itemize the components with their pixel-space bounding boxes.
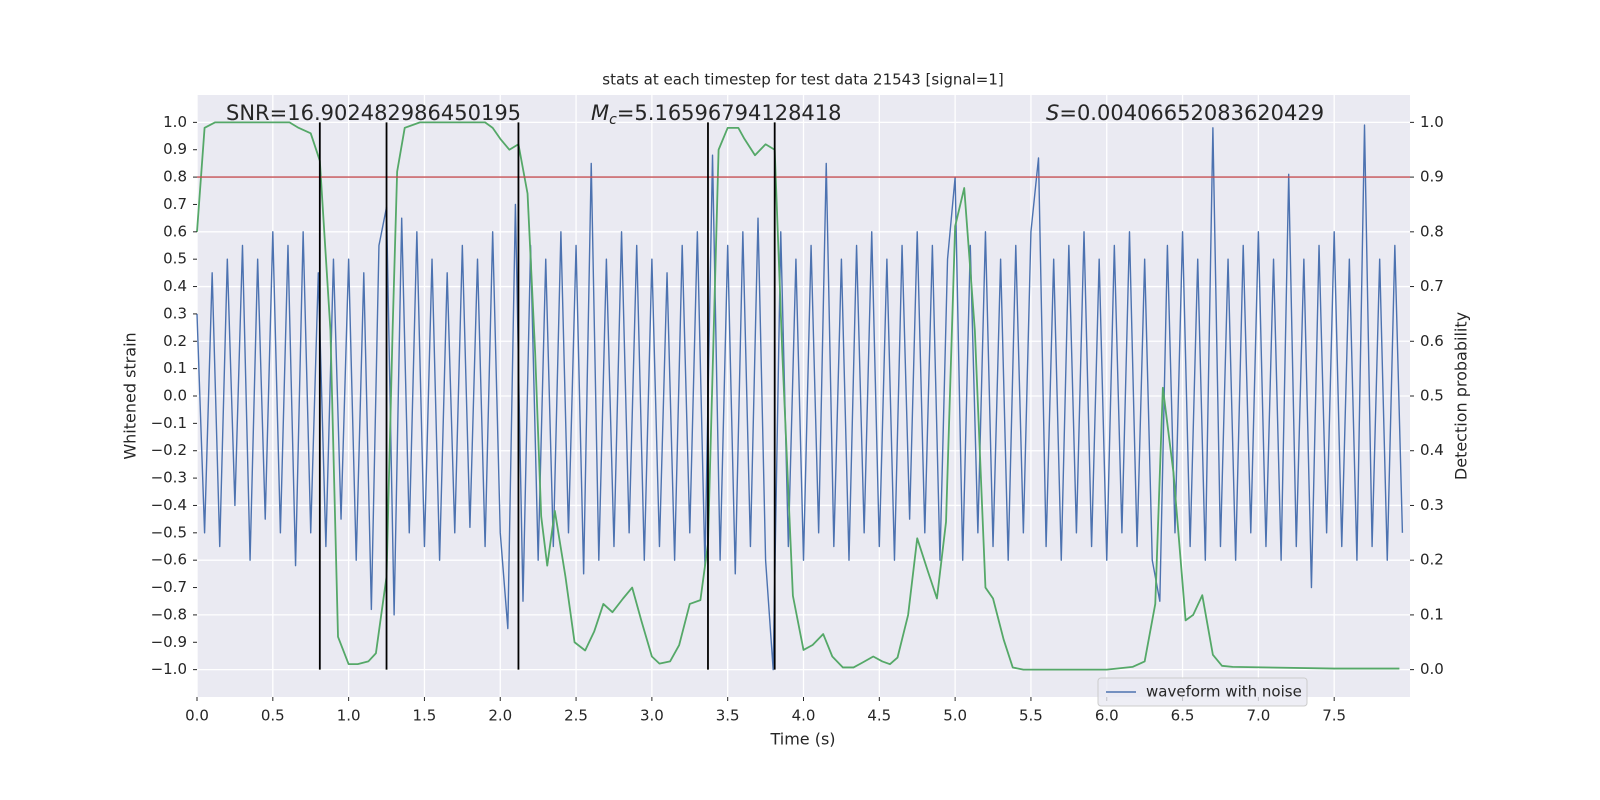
y-tick-label: −0.8 [151,605,187,623]
y2-tick-label: 0.4 [1420,441,1444,459]
y-tick-label: −1.0 [151,660,187,678]
x-tick-label: 4.0 [792,707,816,725]
y-tick-label: −0.4 [151,496,187,514]
y2-tick-label: 0.9 [1420,168,1444,186]
x-tick-label: 6.0 [1095,707,1119,725]
y2-axis-label: Detection probability [1452,312,1471,480]
y-tick-label: 0.0 [163,387,187,405]
y-tick-label: 0.1 [163,359,187,377]
x-axis-label: Time (s) [769,730,835,749]
x-tick-label: 2.0 [488,707,512,725]
y-tick-label: 0.2 [163,332,187,350]
y-tick-label: −0.3 [151,469,187,487]
y2-tick-label: 0.6 [1420,332,1444,350]
x-tick-label: 7.5 [1322,707,1346,725]
annotation-text: =5.16596794128418 [617,101,842,125]
y-tick-label: 0.9 [163,140,187,158]
x-tick-label: 6.5 [1171,707,1195,725]
y2-tick-label: 0.8 [1420,222,1444,240]
y-tick-label: 0.8 [163,168,187,186]
y2-tick-label: 0.2 [1420,551,1444,569]
annotation-symbol: S [1046,101,1059,125]
y2-tick-label: 1.0 [1420,113,1444,131]
x-tick-label: 7.0 [1246,707,1270,725]
x-tick-label: 0.5 [261,707,285,725]
y-tick-label: −0.1 [151,414,187,432]
annotation-text: SNR=16.902482986450195 [226,101,521,125]
y-tick-label: −0.2 [151,441,187,459]
y2-tick-label: 0.7 [1420,277,1444,295]
y-tick-label: 0.3 [163,304,187,322]
waveform-line [196,124,1404,671]
y2-tick-label: 0.1 [1420,605,1444,623]
y-tick-label: 0.6 [163,222,187,240]
x-tick-label: 3.5 [716,707,740,725]
y-tick-label: 0.4 [163,277,187,295]
y2-tick-label: 0.3 [1420,496,1444,514]
x-tick-label: 1.0 [337,707,361,725]
x-tick-label: 0.0 [185,707,209,725]
annotation-symbol: M [591,101,609,125]
y-tick-label: −0.6 [151,551,187,569]
legend-box [1097,677,1308,707]
annotation: S=0.00406652083620429 [1046,101,1324,125]
y2-tick-label: 0.5 [1420,387,1444,405]
legend-label: waveform with noise [1146,683,1302,701]
y-axis-label: Whitened strain [121,332,140,459]
annotation: SNR=16.902482986450195 [226,101,521,125]
y-tick-label: 1.0 [163,113,187,131]
x-tick-label: 1.5 [413,707,437,725]
y-tick-label: 0.5 [163,250,187,268]
x-tick-label: 4.5 [867,707,891,725]
x-tick-label: 3.0 [640,707,664,725]
annotation-subscript: c [609,112,617,128]
y2-tick-label: 0.0 [1420,660,1444,678]
y-tick-label: −0.7 [151,578,187,596]
x-tick-label: 5.5 [1019,707,1043,725]
y-tick-label: −0.5 [151,523,187,541]
y-tick-label: 0.7 [163,195,187,213]
chart-title: stats at each timestep for test data 215… [602,71,1003,89]
x-tick-label: 2.5 [564,707,588,725]
annotation: Mc=5.16596794128418 [591,101,842,128]
y-tick-label: −0.9 [151,633,187,651]
x-tick-label: 5.0 [943,707,967,725]
probability-line [196,121,1400,671]
annotation-text: =0.00406652083620429 [1059,101,1324,125]
legend: waveform with noise [1097,677,1308,707]
